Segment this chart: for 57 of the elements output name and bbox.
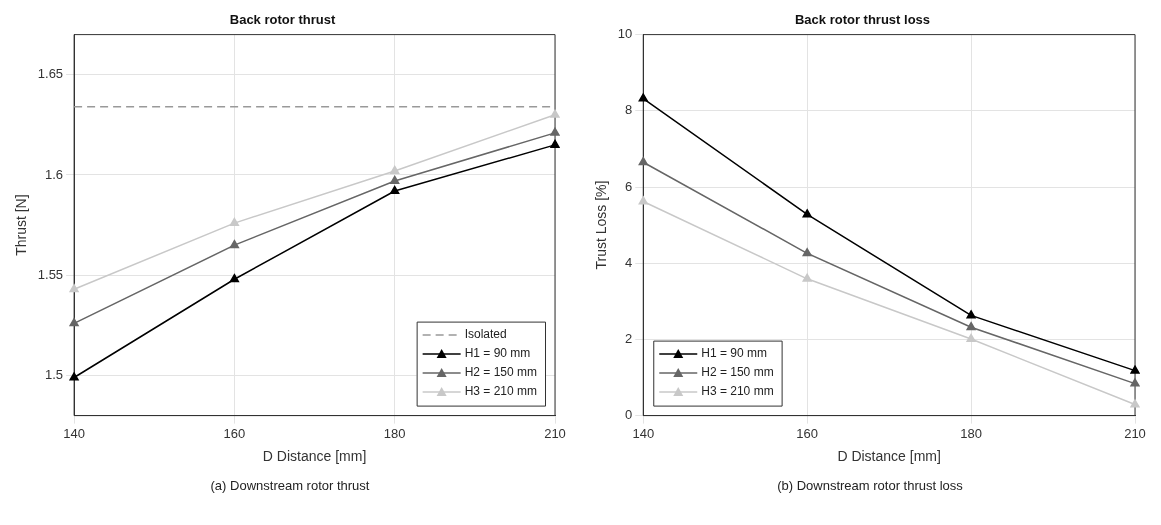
chart-title: Back rotor thrust [229,12,336,28]
x-tick-label: 210 [544,425,566,441]
y-tick-label: 4 [625,254,633,270]
point [69,372,79,381]
point [638,196,648,205]
y-tick-label: 2 [625,330,633,346]
y-tick-label: 1.65 [37,66,64,82]
y-tick-label: 10 [617,26,633,42]
point [390,185,400,195]
y-axis-title: Trust Loss [%] [593,180,610,270]
y-tick-label: 1.6 [45,166,64,182]
point [802,248,812,257]
point [229,239,240,249]
point [802,209,812,218]
point [69,284,79,293]
point [69,318,79,327]
x-tick-label: 210 [1124,425,1146,441]
point [390,165,400,174]
point [550,109,560,118]
y-tick-label: 1.5 [45,367,64,383]
y-tick-label: 0 [625,407,633,423]
point [550,139,560,148]
legend-label: H2 = 150 mm [464,365,538,380]
point [1130,365,1140,374]
legend-label: Isolated [464,327,507,342]
point [638,156,648,166]
x-tick-label: 180 [383,425,406,441]
point [1130,399,1140,408]
x-axis-title: D Distance [mm] [837,448,941,465]
point [638,93,648,102]
point [966,333,976,343]
point [390,175,400,184]
x-axis-title: D Distance [mm] [262,448,367,465]
x-tick-label: 140 [632,425,655,441]
text: (b) Downstream rotor thrust loss [776,478,964,493]
y-tick-label: 8 [625,102,633,118]
x-tick-label: 160 [223,425,246,441]
text: (a) Downstream rotor thrust [209,478,371,493]
y-axis-title: Thrust [N] [13,194,30,256]
point [1130,378,1140,387]
legend-label: H3 = 210 mm [464,384,538,399]
point [550,127,560,136]
y-tick-label: 6 [625,178,633,194]
point [966,321,976,331]
legend-label: H1 = 90 mm [464,346,531,361]
point [229,273,240,283]
x-tick-label: 180 [960,425,982,441]
y-tick-label: 1.55 [37,266,64,282]
legend-label: H2 = 150 mm [701,365,774,380]
x-tick-label: 160 [796,425,819,441]
x-tick-label: 140 [63,425,85,441]
legend-label: H3 = 210 mm [701,384,774,399]
chart-title: Back rotor thrust loss [794,12,931,28]
point [802,273,812,282]
legend-label: H1 = 90 mm [701,346,767,361]
point [229,217,240,227]
point [966,310,976,319]
